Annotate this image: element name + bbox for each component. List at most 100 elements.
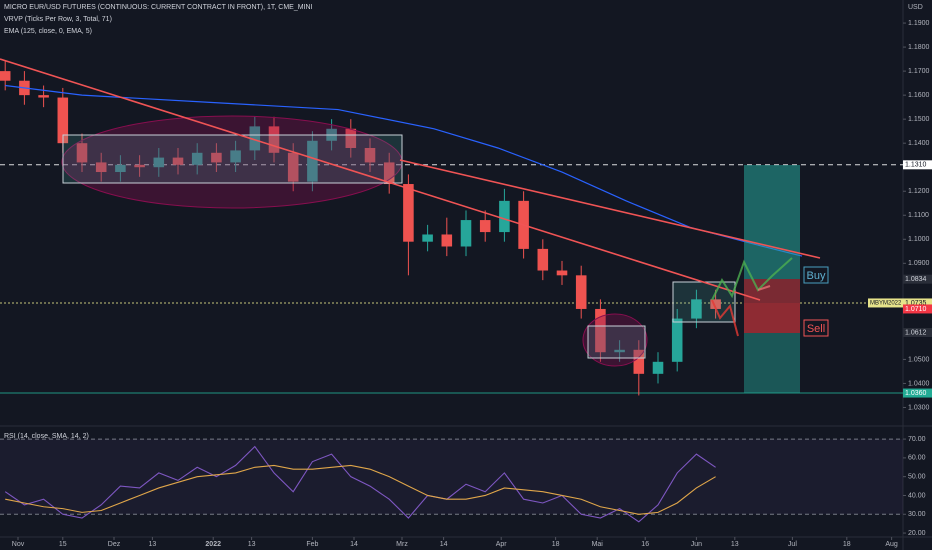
- y-tick-label: 1.1200: [908, 188, 930, 195]
- rsi-title: RSI (14, close, SMA, 14, 2): [4, 433, 89, 440]
- y-tick-label: 1.1500: [908, 116, 930, 123]
- price-level-tag: [903, 388, 932, 398]
- candle-body: [652, 361, 664, 374]
- y-tick-label: 1.1600: [908, 92, 930, 99]
- candle-body: [115, 164, 126, 173]
- candle-body: [249, 126, 261, 151]
- y-tick-label: 20.00: [908, 530, 926, 537]
- y-tick-label: 1.0300: [908, 404, 930, 411]
- target-zone: [744, 333, 800, 393]
- price-level-tag: [903, 274, 932, 284]
- trend-line: [399, 159, 821, 259]
- price-level-label: 1.0360: [905, 390, 927, 397]
- price-level-tag: [903, 298, 932, 308]
- candle-body: [230, 150, 241, 163]
- y-tick-label: 1.0900: [908, 260, 930, 267]
- target-zone: [744, 165, 800, 279]
- x-tick-label: 18: [843, 541, 851, 548]
- stop-zone: [744, 303, 800, 333]
- x-tick-label: Mrz: [396, 541, 408, 548]
- candle-body: [479, 220, 491, 233]
- series-name-label: MBYM2022: [870, 301, 902, 307]
- price-level-label: 1.0710: [905, 306, 927, 313]
- x-tick-label: 16: [641, 541, 649, 548]
- range-box: [587, 325, 646, 359]
- candle-body: [710, 299, 721, 309]
- y-tick-label: 70.00: [908, 436, 926, 443]
- y-tick-label: 50.00: [908, 474, 926, 481]
- x-tick-label: 18: [552, 541, 560, 548]
- candle-body: [268, 126, 280, 153]
- scenario-arrow: [757, 285, 771, 291]
- candle-body: [403, 184, 414, 242]
- y-tick-label: 1.1100: [908, 212, 929, 219]
- candle-body: [691, 299, 702, 319]
- price-level-tag: [903, 304, 932, 314]
- buy-label: Buy: [807, 270, 826, 282]
- x-tick-label: Jul: [788, 541, 797, 548]
- x-tick-label: Apr: [496, 541, 508, 548]
- range-box: [672, 281, 736, 323]
- y-tick-label: 1.1800: [908, 44, 930, 51]
- y-unit: USD: [908, 4, 923, 11]
- y-tick-label: 1.0500: [908, 356, 930, 363]
- candle-body: [134, 164, 145, 168]
- scenario-arrow: [711, 299, 739, 337]
- y-tick-label: 1.1700: [908, 68, 930, 75]
- chart-title: MICRO EUR/USD FUTURES (CONTINUOUS: CURRE…: [4, 4, 313, 11]
- price-level-tag: [903, 160, 932, 170]
- candle-body: [614, 349, 625, 353]
- candle-body: [76, 143, 88, 163]
- label-box: [803, 319, 829, 337]
- candle-body: [633, 349, 645, 374]
- candle-body: [556, 270, 568, 276]
- candle-body: [595, 308, 606, 353]
- price-level-label: 1.1310: [905, 162, 927, 169]
- x-tick-label: Feb: [306, 541, 318, 548]
- candle-body: [383, 162, 395, 185]
- rsi-band: [0, 439, 903, 515]
- price-level-tag: [903, 328, 932, 338]
- x-tick-label: 14: [350, 541, 358, 548]
- price-level-label: 1.0834: [905, 276, 927, 283]
- sell-label: Sell: [807, 323, 825, 335]
- indicator-label: VRVP (Ticks Per Row, 3, Total, 71): [4, 16, 112, 23]
- x-tick-label: 15: [59, 541, 67, 548]
- candle-body: [38, 95, 49, 98]
- ellipse-zone: [582, 313, 648, 367]
- drawings: Buy Sell: [0, 58, 829, 393]
- candle-body: [307, 140, 318, 182]
- candle-body: [537, 248, 549, 271]
- candle-body: [422, 234, 433, 242]
- candle-body: [460, 220, 472, 247]
- candle-body: [441, 234, 453, 247]
- y-tick-label: 30.00: [908, 511, 926, 518]
- candle-body: [172, 157, 184, 165]
- x-tick-label: 14: [440, 541, 448, 548]
- candle-body: [287, 152, 299, 182]
- scenario-arrow: [711, 257, 793, 301]
- y-tick-label: 40.00: [908, 492, 926, 499]
- price-level-label: 1.0612: [905, 329, 927, 336]
- candle-body: [57, 97, 69, 144]
- y-tick-label: 1.1900: [908, 20, 930, 27]
- trend-line: [0, 58, 761, 301]
- candle-body: [0, 71, 11, 81]
- x-tick-label: 13: [248, 541, 256, 548]
- x-tick-label: Nov: [12, 541, 25, 548]
- series-name-tag: [868, 298, 903, 308]
- candle-body: [153, 157, 165, 168]
- candle-body: [211, 152, 222, 163]
- x-tick-label: Dez: [108, 541, 121, 548]
- y-tick-label: 1.1000: [908, 236, 930, 243]
- x-tick-label: 2022: [205, 541, 221, 548]
- x-tick-label: 13: [731, 541, 739, 548]
- price-level-label: 1.0735: [905, 300, 927, 307]
- indicator-label: EMA (125, close, 0, EMA, 5): [4, 28, 92, 35]
- candle-body: [671, 318, 683, 362]
- candle-body: [499, 200, 510, 233]
- x-tick-label: 13: [149, 541, 157, 548]
- y-tick-label: 1.0400: [908, 380, 930, 387]
- candle-body: [575, 275, 587, 309]
